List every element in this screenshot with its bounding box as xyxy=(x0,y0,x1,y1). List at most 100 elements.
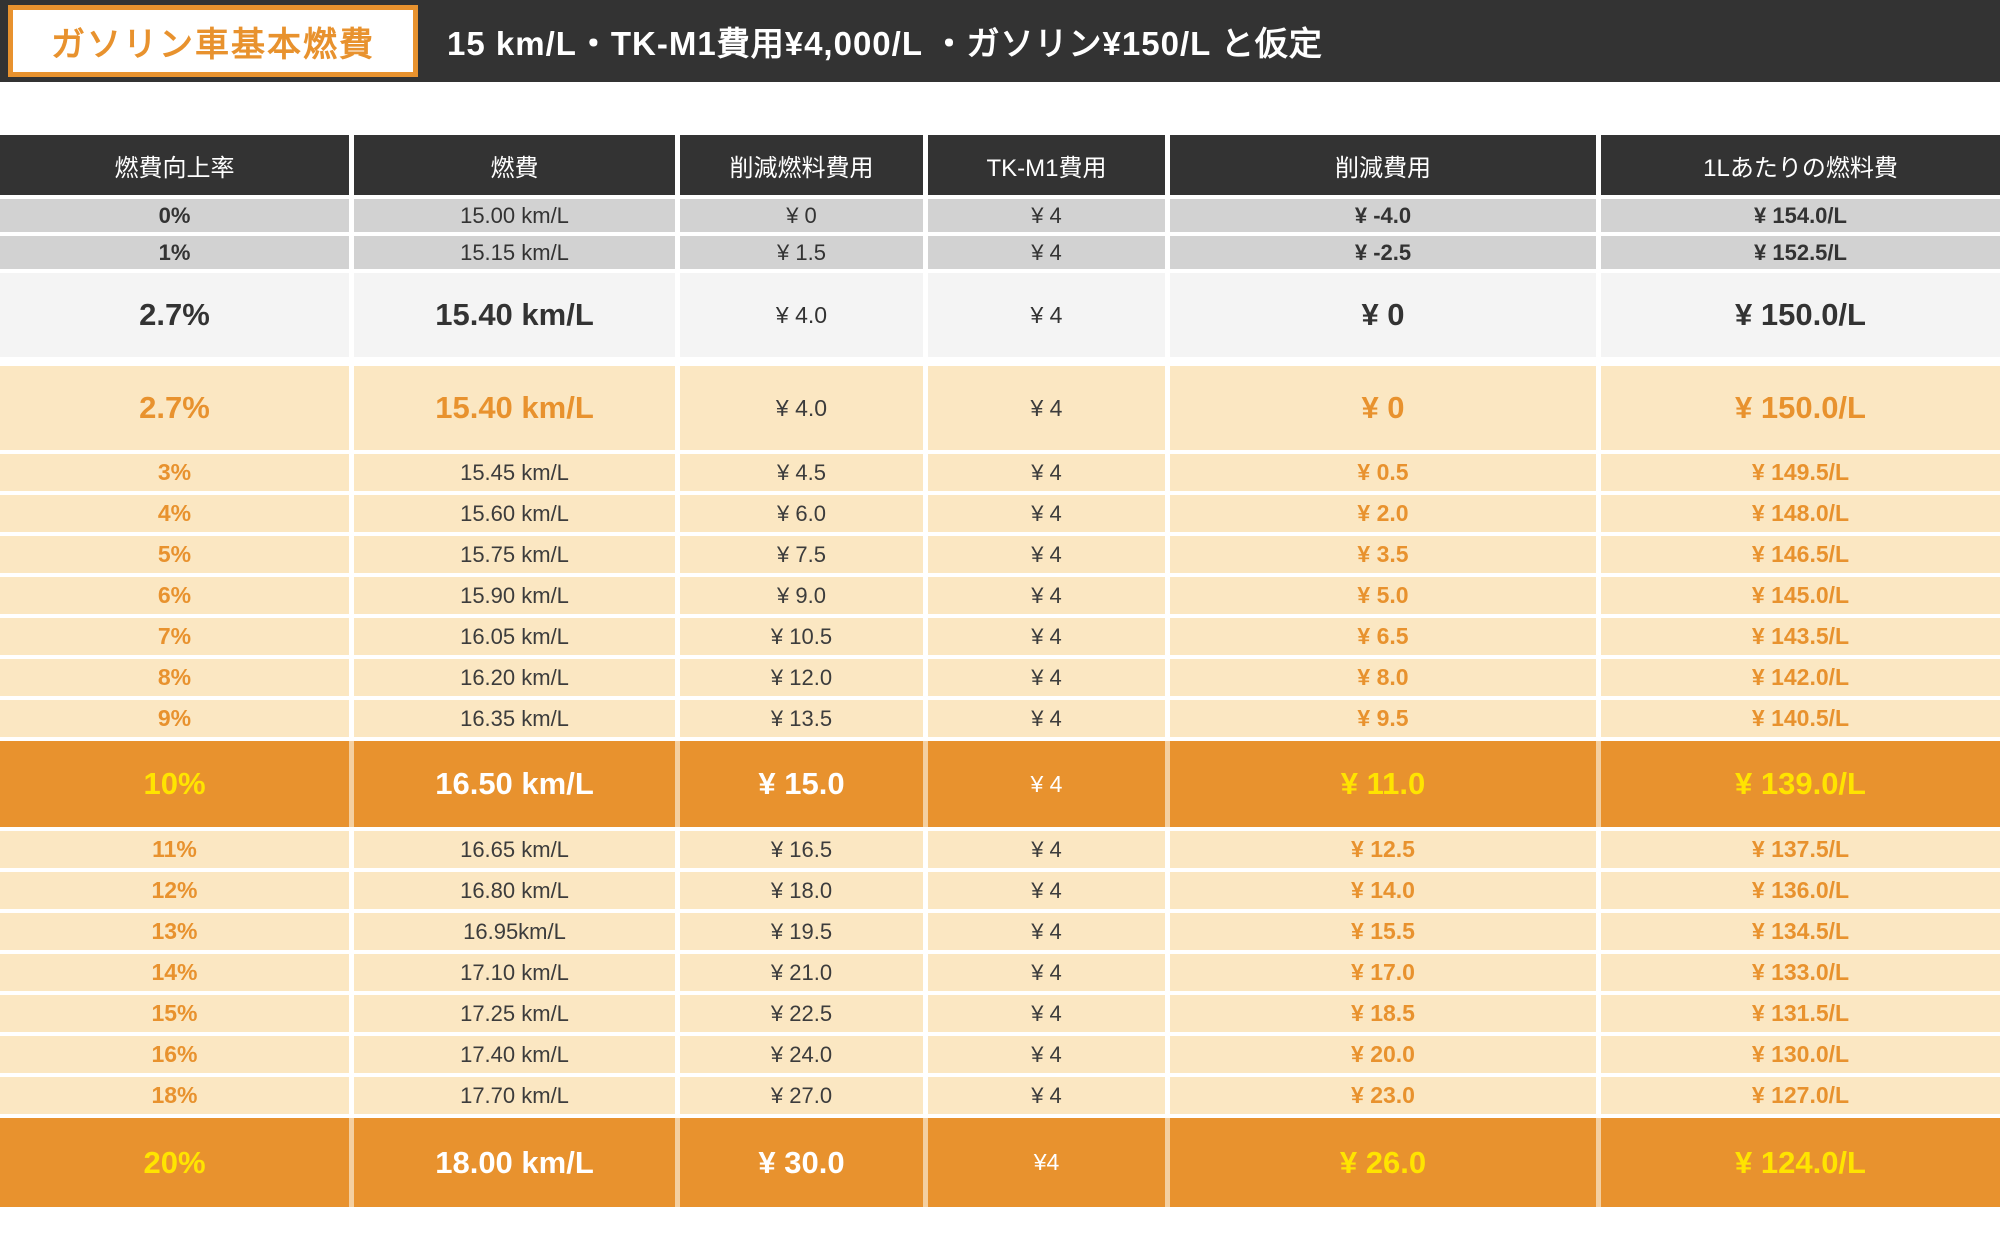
table-cell: 16.20 km/L xyxy=(354,659,675,696)
table-cell: 18% xyxy=(0,1077,349,1114)
table-row: 20% 18.00 km/L ¥ 30.0 ¥4 ¥ 26.0 ¥ 124.0/L xyxy=(0,1118,2000,1207)
table-row: 8% 16.20 km/L ¥ 12.0 ¥ 4 ¥ 8.0 ¥ 142.0/L xyxy=(0,659,2000,696)
table-cell: 1% xyxy=(0,236,349,269)
table-cell: ¥ 150.0/L xyxy=(1601,366,2000,450)
table-cell: ¥ 1.5 xyxy=(680,236,923,269)
table-cell: 16.35 km/L xyxy=(354,700,675,737)
table-cell: ¥ 133.0/L xyxy=(1601,954,2000,991)
table-row: 18% 17.70 km/L ¥ 27.0 ¥ 4 ¥ 23.0 ¥ 127.0/L xyxy=(0,1077,2000,1114)
header-band: ガソリン車基本燃費 15 km/L・TK-M1費用¥4,000/L ・ガソリン¥… xyxy=(0,0,2000,82)
table-cell: 16.95km/L xyxy=(354,913,675,950)
table-row: 1% 15.15 km/L ¥ 1.5 ¥ 4 ¥ -2.5 ¥ 152.5/L xyxy=(0,236,2000,269)
table-cell: 16% xyxy=(0,1036,349,1073)
table-cell: ¥ 18.0 xyxy=(680,872,923,909)
table-cell: ¥ -2.5 xyxy=(1170,236,1596,269)
table-cell: ¥ 4 xyxy=(928,995,1165,1032)
table-cell: 15.40 km/L xyxy=(354,273,675,357)
table-cell: ¥ 4 xyxy=(928,1077,1165,1114)
table-cell: 16.50 km/L xyxy=(354,741,675,827)
table-cell: ¥ 18.5 xyxy=(1170,995,1596,1032)
table-cell: ¥4 xyxy=(928,1118,1165,1207)
table-row: 6% 15.90 km/L ¥ 9.0 ¥ 4 ¥ 5.0 ¥ 145.0/L xyxy=(0,577,2000,614)
table-cell: ¥ 0 xyxy=(1170,366,1596,450)
table-cell: ¥ 124.0/L xyxy=(1601,1118,2000,1207)
badge-label: ガソリン車基本燃費 xyxy=(51,25,375,64)
column-header: 1Lあたりの燃料費 xyxy=(1601,135,2000,195)
table-cell: ¥ 19.5 xyxy=(680,913,923,950)
table-cell: ¥ 27.0 xyxy=(680,1077,923,1114)
table-body: 0% 15.00 km/L ¥ 0 ¥ 4 ¥ -4.0 ¥ 154.0/L 1% 15.15… xyxy=(0,199,2000,1207)
table-cell: ¥ 4 xyxy=(928,236,1165,269)
table-row: 15% 17.25 km/L ¥ 22.5 ¥ 4 ¥ 18.5 ¥ 131.5/L xyxy=(0,995,2000,1032)
table-row: 9% 16.35 km/L ¥ 13.5 ¥ 4 ¥ 9.5 ¥ 140.5/L xyxy=(0,700,2000,737)
table-cell: ¥ 131.5/L xyxy=(1601,995,2000,1032)
table-cell: 17.70 km/L xyxy=(354,1077,675,1114)
table-cell: ¥ 0 xyxy=(1170,273,1596,357)
table-cell: ¥ 4 xyxy=(928,913,1165,950)
table-row: 13% 16.95km/L ¥ 19.5 ¥ 4 ¥ 15.5 ¥ 134.5/L xyxy=(0,913,2000,950)
table-cell: 10% xyxy=(0,741,349,827)
table-cell: 2.7% xyxy=(0,273,349,357)
table-cell: ¥ 5.0 xyxy=(1170,577,1596,614)
table-cell: 18.00 km/L xyxy=(354,1118,675,1207)
table-row: 14% 17.10 km/L ¥ 21.0 ¥ 4 ¥ 17.0 ¥ 133.0/L xyxy=(0,954,2000,991)
table-cell: ¥ 4 xyxy=(928,1036,1165,1073)
table-row: 2.7% 15.40 km/L ¥ 4.0 ¥ 4 ¥ 0 ¥ 150.0/L xyxy=(0,273,2000,357)
table-row: 3% 15.45 km/L ¥ 4.5 ¥ 4 ¥ 0.5 ¥ 149.5/L xyxy=(0,454,2000,491)
table-cell: ¥ 9.0 xyxy=(680,577,923,614)
table-cell: 3% xyxy=(0,454,349,491)
table-cell: ¥ 4 xyxy=(928,659,1165,696)
table-cell: ¥ 3.5 xyxy=(1170,536,1596,573)
table-cell: ¥ 4 xyxy=(928,831,1165,868)
table-cell: ¥ 145.0/L xyxy=(1601,577,2000,614)
table-cell: ¥ 4 xyxy=(928,495,1165,532)
table-cell: 13% xyxy=(0,913,349,950)
table-cell: ¥ 0.5 xyxy=(1170,454,1596,491)
table-cell: ¥ 137.5/L xyxy=(1601,831,2000,868)
table-cell: 9% xyxy=(0,700,349,737)
table-cell: ¥ 4.0 xyxy=(680,273,923,357)
column-header: TK-M1費用 xyxy=(928,135,1165,195)
table-cell: 17.10 km/L xyxy=(354,954,675,991)
table-cell: 15.60 km/L xyxy=(354,495,675,532)
table-cell: ¥ 20.0 xyxy=(1170,1036,1596,1073)
table-header-row: 燃費向上率 燃費 削減燃料費用 TK-M1費用 削減費用 1Lあたりの燃料費 xyxy=(0,135,2000,195)
table-cell: ¥ 26.0 xyxy=(1170,1118,1596,1207)
table-row: 5% 15.75 km/L ¥ 7.5 ¥ 4 ¥ 3.5 ¥ 146.5/L xyxy=(0,536,2000,573)
table-cell: ¥ 4 xyxy=(928,954,1165,991)
table-cell: ¥ 22.5 xyxy=(680,995,923,1032)
table-cell: ¥ 4.5 xyxy=(680,454,923,491)
table-cell: ¥ -4.0 xyxy=(1170,199,1596,232)
title-badge: ガソリン車基本燃費 xyxy=(8,5,418,77)
table-cell: ¥ 21.0 xyxy=(680,954,923,991)
column-header: 削減燃料費用 xyxy=(680,135,923,195)
table-cell: ¥ 4 xyxy=(928,273,1165,357)
table-cell: ¥ 11.0 xyxy=(1170,741,1596,827)
table-cell: ¥ 142.0/L xyxy=(1601,659,2000,696)
fuel-economy-table: 燃費向上率 燃費 削減燃料費用 TK-M1費用 削減費用 1Lあたりの燃料費 0% 15.0… xyxy=(0,135,2000,1207)
table-cell: 16.65 km/L xyxy=(354,831,675,868)
table-row: 12% 16.80 km/L ¥ 18.0 ¥ 4 ¥ 14.0 ¥ 136.0/L xyxy=(0,872,2000,909)
table-cell: ¥ 150.0/L xyxy=(1601,273,2000,357)
table-cell: ¥ 140.5/L xyxy=(1601,700,2000,737)
table-cell: 15% xyxy=(0,995,349,1032)
table-cell: 5% xyxy=(0,536,349,573)
table-cell: 16.80 km/L xyxy=(354,872,675,909)
column-header: 燃費 xyxy=(354,135,675,195)
table-cell: 16.05 km/L xyxy=(354,618,675,655)
table-cell: 0% xyxy=(0,199,349,232)
header-title: 15 km/L・TK-M1費用¥4,000/L ・ガソリン¥150/L と仮定 xyxy=(447,25,1323,62)
table-cell: 20% xyxy=(0,1118,349,1207)
table-cell: ¥ 4 xyxy=(928,700,1165,737)
table-cell: ¥ 4 xyxy=(928,577,1165,614)
table-cell: 12% xyxy=(0,872,349,909)
table-cell: ¥ 136.0/L xyxy=(1601,872,2000,909)
table-cell: ¥ 4 xyxy=(928,741,1165,827)
table-cell: ¥ 15.5 xyxy=(1170,913,1596,950)
column-header: 燃費向上率 xyxy=(0,135,349,195)
table-cell: 7% xyxy=(0,618,349,655)
table-cell: ¥ 10.5 xyxy=(680,618,923,655)
table-cell: 2.7% xyxy=(0,366,349,450)
table-row: 2.7% 15.40 km/L ¥ 4.0 ¥ 4 ¥ 0 ¥ 150.0/L xyxy=(0,366,2000,450)
table-cell: ¥ 9.5 xyxy=(1170,700,1596,737)
